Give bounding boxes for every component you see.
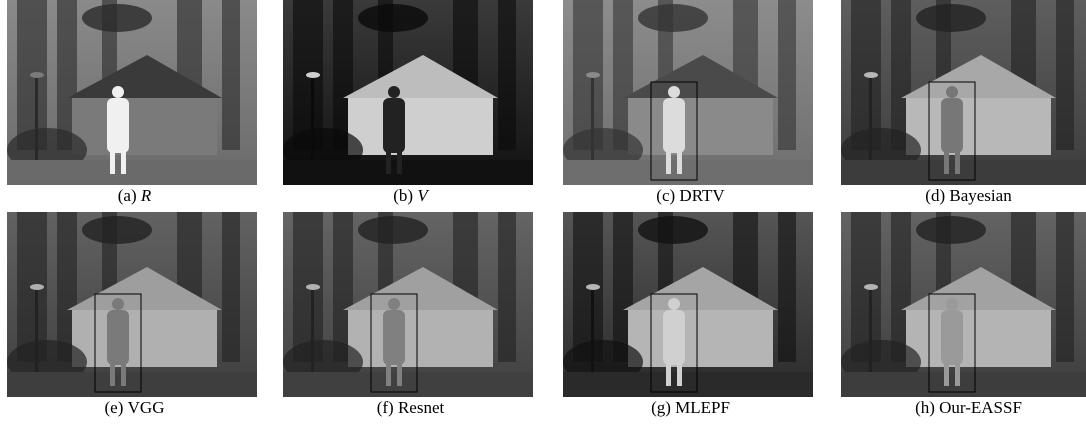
- panel-image: [841, 0, 1086, 185]
- caption-name: MLEPF: [675, 398, 730, 417]
- panel-image: [7, 0, 257, 185]
- panel-image: [283, 212, 533, 397]
- caption-tag: (a): [118, 186, 137, 205]
- panel-image: [7, 212, 257, 397]
- figure: (a) R (b) V (c) DRTV (d) Bayesian (e) VGG (f)…: [0, 0, 1086, 424]
- caption-name: DRTV: [679, 186, 724, 205]
- caption-tag: (f): [377, 398, 394, 417]
- caption: (c) DRTV: [563, 186, 818, 206]
- panel-image: [841, 212, 1086, 397]
- panel: (g) MLEPF: [563, 212, 818, 418]
- caption: (a) R: [7, 186, 262, 206]
- caption-name: R: [141, 186, 151, 205]
- panel: (d) Bayesian: [841, 0, 1086, 206]
- panel-image: [283, 0, 533, 185]
- caption: (f) Resnet: [283, 398, 538, 418]
- panel: (e) VGG: [7, 212, 262, 418]
- caption-name: Resnet: [398, 398, 444, 417]
- panel: (h) Our-EASSF: [841, 212, 1086, 418]
- caption-tag: (g): [651, 398, 671, 417]
- caption: (g) MLEPF: [563, 398, 818, 418]
- caption-name: V: [417, 186, 427, 205]
- panel: (b) V: [283, 0, 538, 206]
- caption-tag: (d): [925, 186, 945, 205]
- panel-image: [563, 212, 813, 397]
- caption: (e) VGG: [7, 398, 262, 418]
- caption-name: Our-EASSF: [939, 398, 1022, 417]
- caption: (h) Our-EASSF: [841, 398, 1086, 418]
- caption-tag: (c): [656, 186, 675, 205]
- caption: (b) V: [283, 186, 538, 206]
- caption-name: VGG: [128, 398, 165, 417]
- caption-tag: (e): [105, 398, 124, 417]
- panel: (c) DRTV: [563, 0, 818, 206]
- caption-tag: (h): [915, 398, 935, 417]
- caption-tag: (b): [393, 186, 413, 205]
- panel-image: [563, 0, 813, 185]
- caption: (d) Bayesian: [841, 186, 1086, 206]
- panel: (f) Resnet: [283, 212, 538, 418]
- panel: (a) R: [7, 0, 262, 206]
- caption-name: Bayesian: [949, 186, 1011, 205]
